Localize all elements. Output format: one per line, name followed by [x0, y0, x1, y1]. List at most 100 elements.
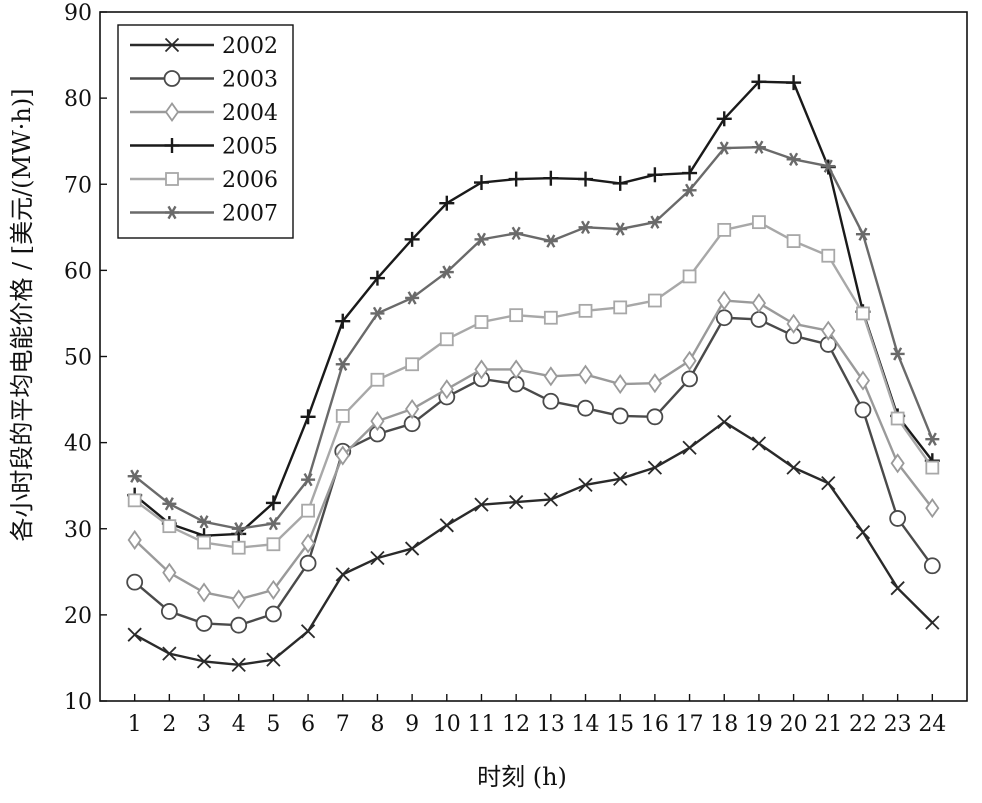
data-point-2002: [578, 477, 593, 492]
data-point-2005: [369, 270, 385, 286]
y-tick-label: 50: [64, 346, 92, 371]
series-line-2003: [133, 316, 934, 627]
data-point-2003: [577, 399, 594, 417]
data-point-2006: [197, 535, 211, 550]
data-point-2006: [890, 411, 905, 426]
data-point-2006: [266, 537, 281, 552]
data-point-2006: [856, 306, 870, 321]
data-point-2003: [889, 510, 907, 527]
data-point-2004: [127, 529, 142, 551]
data-point-2005: [508, 171, 524, 187]
y-tick-label: 90: [64, 1, 92, 26]
data-point-2003: [715, 309, 733, 327]
data-point-2006: [821, 248, 836, 263]
x-tick-label: 11: [467, 712, 495, 737]
x-tick-label: 2: [162, 712, 176, 737]
data-point-2007: [855, 227, 870, 241]
data-point-2007: [405, 291, 420, 305]
data-point-2004: [890, 453, 905, 474]
data-point-2005: [473, 175, 489, 191]
data-point-2003: [230, 616, 248, 634]
data-point-2007: [925, 432, 940, 446]
data-point-2004: [266, 579, 281, 600]
data-point-2002: [509, 494, 524, 510]
data-point-2002: [404, 541, 420, 556]
data-point-2002: [925, 615, 940, 630]
series-2004: [127, 290, 940, 610]
data-point-2002: [127, 627, 142, 642]
data-point-2003: [611, 407, 629, 425]
x-tick-label: 24: [918, 712, 946, 737]
data-point-2004: [855, 370, 871, 391]
data-point-2003: [681, 370, 698, 388]
data-point-2007: [821, 159, 836, 173]
data-point-2005: [751, 74, 767, 90]
data-point-2006: [474, 315, 489, 329]
data-point-2007: [717, 141, 732, 155]
data-point-2007: [439, 265, 454, 279]
legend-marker-2003: [163, 70, 181, 87]
x-tick-label: 18: [710, 712, 738, 737]
data-point-2002: [855, 525, 871, 540]
data-point-2007: [197, 515, 212, 529]
data-point-2006: [509, 308, 524, 323]
x-tick-label: 20: [780, 712, 808, 737]
data-point-2007: [301, 472, 316, 487]
series-2003: [126, 309, 941, 634]
data-point-2006: [405, 357, 420, 372]
x-tick-label: 16: [641, 712, 669, 737]
x-tick-label: 23: [884, 712, 912, 737]
data-point-2004: [613, 373, 628, 395]
data-point-2005: [543, 170, 559, 186]
legend-label-2005: 2005: [222, 135, 278, 160]
data-point-2006: [752, 215, 766, 230]
series-line-2004: [133, 299, 934, 601]
data-point-2007: [474, 232, 489, 247]
data-point-2006: [439, 332, 454, 347]
data-point-2003: [750, 311, 768, 328]
data-point-2004: [335, 445, 350, 466]
data-point-2002: [335, 567, 350, 582]
x-tick-label: 22: [849, 712, 877, 737]
legend-marker-2004: [164, 101, 180, 123]
data-point-2004: [162, 562, 177, 583]
data-point-2006: [127, 493, 142, 508]
data-point-2004: [647, 373, 662, 394]
data-point-2005: [612, 175, 628, 191]
data-point-2003: [126, 573, 144, 591]
data-point-2006: [370, 372, 385, 387]
data-point-2002: [647, 460, 663, 475]
data-point-2002: [543, 492, 558, 507]
data-point-2002: [162, 646, 177, 661]
data-point-2004: [196, 582, 212, 603]
data-point-2002: [300, 624, 316, 639]
data-point-2006: [647, 293, 662, 308]
y-tick-label: 70: [64, 173, 92, 198]
data-point-2002: [890, 581, 905, 596]
data-point-2004: [578, 364, 593, 385]
data-point-2006: [682, 269, 697, 284]
data-point-2002: [196, 654, 212, 669]
data-point-2007: [543, 234, 558, 248]
data-point-2004: [474, 359, 489, 380]
x-tick-label: 3: [197, 712, 211, 737]
legend-marker-2006: [165, 172, 179, 186]
series-line-2006: [133, 220, 934, 549]
x-tick-label: 21: [814, 712, 842, 737]
x-tick-label: 9: [405, 712, 419, 737]
data-point-2003: [542, 392, 560, 410]
data-point-2004: [543, 366, 558, 387]
data-point-2002: [474, 497, 489, 512]
data-point-2002: [717, 414, 732, 430]
data-point-2006: [543, 310, 558, 325]
data-point-2004: [717, 290, 732, 311]
legend-label-2006: 2006: [222, 168, 278, 193]
data-point-2002: [231, 657, 246, 672]
x-tick-label: 8: [370, 712, 384, 737]
x-axis-title: 时刻 (h): [477, 763, 567, 791]
x-tick-label: 4: [232, 712, 246, 737]
x-tick-label: 7: [336, 712, 350, 737]
data-point-2002: [786, 460, 801, 475]
x-tick-label: 10: [433, 712, 461, 737]
